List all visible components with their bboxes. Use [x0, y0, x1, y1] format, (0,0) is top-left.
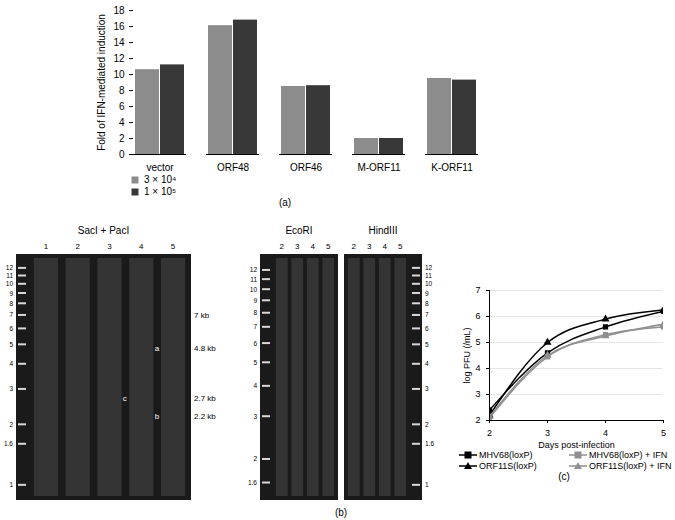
svg-text:1: 1 — [9, 481, 13, 488]
svg-text:3: 3 — [107, 242, 112, 251]
svg-text:3: 3 — [253, 413, 257, 420]
svg-text:11: 11 — [6, 272, 13, 279]
svg-text:2: 2 — [352, 242, 357, 251]
svg-text:12: 12 — [6, 264, 14, 271]
svg-text:16: 16 — [113, 21, 125, 32]
svg-text:6: 6 — [253, 340, 257, 347]
svg-text:EcoRI: EcoRI — [285, 225, 312, 236]
svg-text:b: b — [155, 412, 160, 421]
svg-text:1.6: 1.6 — [4, 440, 13, 447]
svg-text:7: 7 — [253, 323, 257, 330]
svg-text:3: 3 — [545, 428, 550, 438]
svg-text:5: 5 — [475, 337, 480, 347]
svg-text:5: 5 — [425, 341, 429, 348]
svg-text:3: 3 — [425, 385, 429, 392]
html-text:ORF11S(loxP): ORF11S(loxP) — [479, 461, 537, 471]
svg-text:6: 6 — [475, 311, 480, 321]
svg-text:M-ORF11: M-ORF11 — [357, 162, 401, 173]
svg-text:5: 5 — [398, 242, 403, 251]
svg-text:4: 4 — [311, 242, 316, 251]
svg-text:5: 5 — [253, 359, 257, 366]
svg-text:12: 12 — [250, 266, 258, 273]
svg-text:ORF48: ORF48 — [217, 162, 250, 173]
svg-text:2: 2 — [253, 455, 257, 462]
svg-text:11: 11 — [250, 276, 257, 283]
svg-text:9: 9 — [9, 290, 13, 297]
svg-text:4: 4 — [475, 363, 480, 373]
html-text:MHV68(loxP): MHV68(loxP) — [479, 450, 533, 460]
svg-text:4: 4 — [119, 117, 125, 128]
svg-text:1.6: 1.6 — [248, 479, 257, 486]
svg-text:8: 8 — [425, 300, 429, 307]
svg-text:Fold of IFN-mediated induction: Fold of IFN-mediated induction — [96, 14, 107, 151]
svg-text:12: 12 — [425, 264, 433, 271]
svg-text:4: 4 — [425, 360, 429, 367]
svg-text:8: 8 — [119, 85, 125, 96]
svg-text:5: 5 — [326, 242, 331, 251]
svg-text:7: 7 — [475, 285, 480, 295]
svg-text:3: 3 — [367, 242, 372, 251]
svg-text:3: 3 — [475, 389, 480, 399]
svg-text:5: 5 — [661, 428, 666, 438]
svg-text:HindIII: HindIII — [369, 225, 398, 236]
svg-text:12: 12 — [113, 53, 125, 64]
svg-text:1: 1 — [425, 481, 429, 488]
svg-text:ORF46: ORF46 — [290, 162, 323, 173]
svg-text:7: 7 — [425, 311, 429, 318]
svg-text:4: 4 — [383, 242, 388, 251]
svg-text:c: c — [123, 394, 127, 403]
svg-text:3: 3 — [9, 385, 13, 392]
svg-text:K-ORF11: K-ORF11 — [431, 162, 473, 173]
html-text:MHV68(loxP) + IFN: MHV68(loxP) + IFN — [589, 450, 668, 460]
svg-text:4: 4 — [139, 242, 144, 251]
svg-text:10: 10 — [6, 280, 14, 287]
svg-text:log PFU (/mL): log PFU (/mL) — [462, 327, 472, 383]
svg-text:4: 4 — [603, 428, 608, 438]
svg-text:6: 6 — [425, 325, 429, 332]
svg-text:10: 10 — [250, 286, 258, 293]
svg-text:8: 8 — [9, 300, 13, 307]
svg-text:2: 2 — [475, 415, 480, 425]
svg-text:2: 2 — [75, 242, 80, 251]
html-text:1 × 10⁵: 1 × 10⁵ — [144, 186, 177, 197]
svg-text:2: 2 — [280, 242, 285, 251]
svg-text:8: 8 — [253, 309, 257, 316]
svg-text:6: 6 — [119, 101, 125, 112]
html-text:(c): (c) — [558, 471, 570, 482]
html-text:3 × 10⁴: 3 × 10⁴ — [144, 174, 177, 185]
svg-text:2.2 kb: 2.2 kb — [194, 412, 216, 421]
svg-text:1: 1 — [44, 242, 49, 251]
svg-text:11: 11 — [425, 272, 432, 279]
svg-text:1.6: 1.6 — [425, 440, 434, 447]
svg-text:a: a — [155, 344, 160, 353]
svg-text:4.8 kb: 4.8 kb — [194, 344, 216, 353]
svg-text:5: 5 — [171, 242, 176, 251]
svg-text:5: 5 — [9, 341, 13, 348]
svg-text:6: 6 — [9, 325, 13, 332]
svg-text:10: 10 — [113, 69, 125, 80]
svg-text:2: 2 — [119, 133, 125, 144]
svg-text:7 kb: 7 kb — [194, 311, 210, 320]
svg-text:10: 10 — [425, 280, 433, 287]
svg-text:4: 4 — [9, 360, 13, 367]
svg-text:vector: vector — [146, 162, 174, 173]
svg-text:9: 9 — [253, 297, 257, 304]
svg-text:Days post-infection: Days post-infection — [538, 440, 615, 450]
svg-text:(b): (b) — [335, 507, 347, 518]
svg-text:2.7 kb: 2.7 kb — [194, 394, 216, 403]
svg-text:2: 2 — [9, 421, 13, 428]
svg-text:SacI + PacI: SacI + PacI — [78, 225, 129, 236]
svg-text:9: 9 — [425, 290, 429, 297]
svg-text:7: 7 — [9, 311, 13, 318]
html-text:(a): (a) — [278, 197, 292, 208]
svg-text:4: 4 — [253, 382, 257, 389]
html-text:ORF11S(loxP) + IFN: ORF11S(loxP) + IFN — [589, 461, 672, 471]
svg-text:18: 18 — [113, 5, 125, 16]
svg-text:14: 14 — [113, 37, 125, 48]
svg-text:3: 3 — [295, 242, 300, 251]
svg-text:2: 2 — [425, 421, 429, 428]
svg-text:2: 2 — [487, 428, 492, 438]
svg-text:0: 0 — [119, 149, 125, 160]
